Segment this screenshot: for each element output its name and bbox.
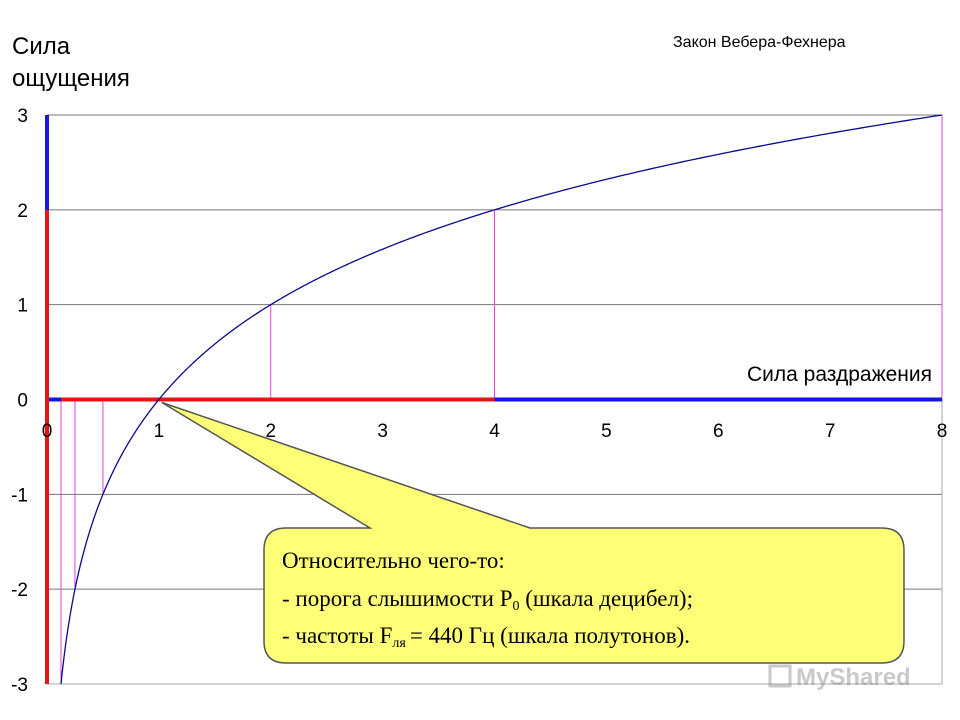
chart-title: Закон Вебера-Фехнера: [673, 34, 846, 51]
y-axis-label-line-1: Сила: [12, 33, 71, 60]
y-axis-label-line-2: ощущения: [12, 65, 130, 92]
callout-line-1: Относительно чего-то:: [282, 548, 505, 573]
x-tick-label-1: 1: [154, 421, 165, 442]
x-tick-label-0: 0: [42, 421, 53, 442]
x-tick-label-5: 5: [601, 421, 612, 442]
axes: [45, 115, 942, 684]
callout-bubble: [161, 401, 905, 664]
x-tick-label-4: 4: [489, 421, 500, 442]
callout-line-3: - частоты Fля = 440 Гц (шкала полутонов).: [282, 623, 690, 651]
x-tick-label-7: 7: [825, 421, 836, 442]
callout-line-2: - порога слышимости P0 (шкала децибел);: [282, 586, 693, 614]
x-axis-label: Сила раздражения: [747, 363, 932, 386]
y-tick-label-1: 1: [17, 296, 28, 317]
watermark: MyShared: [768, 664, 911, 691]
x-tick-labels: 0 1 2 3 4 5 6 7 8: [42, 421, 948, 442]
watermark-icon: [768, 664, 792, 688]
y-tick-label--2: -2: [11, 580, 28, 601]
watermark-text: MyShared: [796, 664, 911, 691]
callout: Относительно чего-то: - порога слышимост…: [161, 401, 905, 664]
y-tick-labels: 3 2 1 0 -1 -2 -3: [11, 106, 28, 696]
y-tick-label-2: 2: [17, 201, 28, 222]
y-tick-label-3: 3: [17, 106, 28, 127]
x-tick-label-2: 2: [265, 421, 276, 442]
y-tick-label--3: -3: [11, 675, 28, 696]
y-tick-label--1: -1: [11, 485, 28, 506]
x-tick-label-6: 6: [713, 421, 724, 442]
x-tick-label-8: 8: [937, 421, 948, 442]
x-tick-label-3: 3: [377, 421, 388, 442]
marker-lines: [60, 115, 943, 684]
y-tick-label-0: 0: [17, 391, 28, 412]
log-curve: [60, 114, 943, 685]
